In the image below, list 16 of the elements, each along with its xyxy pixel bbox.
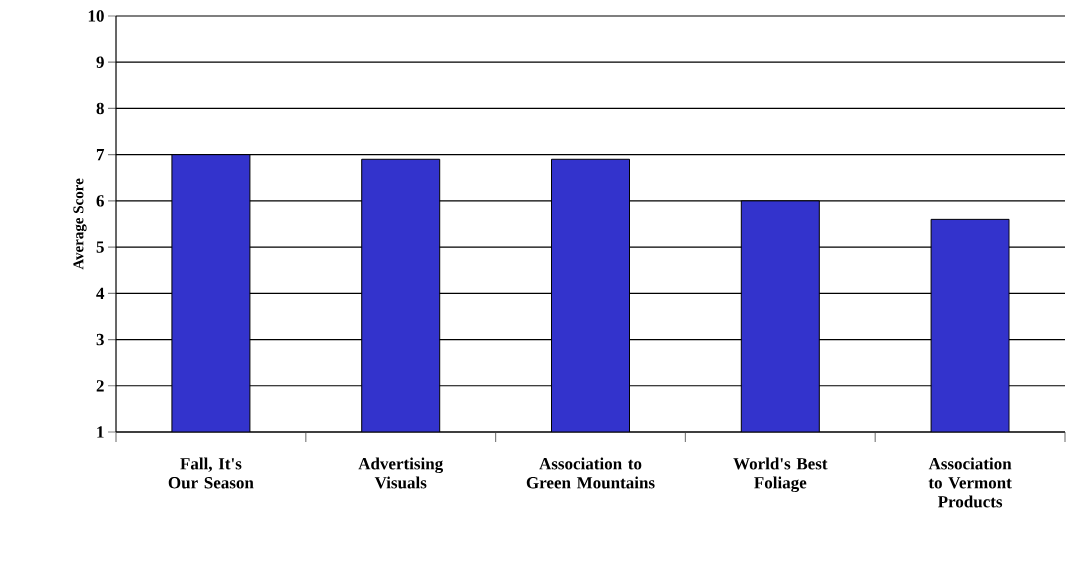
y-tick-label: 7 [96,149,105,161]
y-tick-label: 1 [97,426,104,438]
y-tick-label: 2 [96,380,104,392]
y-tick-label: 8 [96,102,104,115]
x-tick-label: Fall, It's Our Season [168,457,254,489]
x-tick-label: Association to Vermont Products [928,457,1012,508]
y-tick-label: 3 [96,333,104,346]
y-tick-label: 4 [96,287,105,299]
y-tick-label: 10 [88,10,104,22]
y-tick-label: 5 [96,241,104,253]
x-tick-label: World's Best Foliage [733,457,828,493]
y-axis-title: Average Score [73,178,87,270]
x-tick-label: Advertising Visuals [358,457,444,489]
y-tick-label: 6 [96,195,104,207]
x-tick-label: Association to Green Mountains [526,457,655,489]
y-tick-label: 9 [96,56,104,68]
